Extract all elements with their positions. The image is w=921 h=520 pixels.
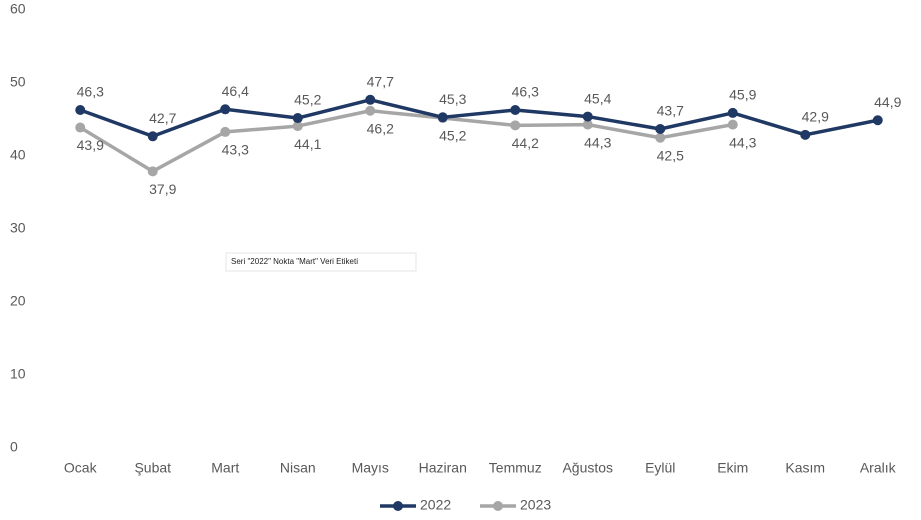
data-label: 44,2 [512, 135, 539, 151]
data-label: 44,3 [584, 134, 611, 150]
x-tick-label: Nisan [280, 460, 316, 476]
tooltip-text: Seri "2022" Nokta "Mart" Veri Etiketi [231, 257, 358, 266]
data-label: 45,4 [584, 90, 611, 106]
data-label: 42,5 [657, 147, 684, 163]
data-label: 44,9 [874, 94, 901, 110]
data-point [365, 94, 376, 105]
x-tick-label: Temmuz [489, 460, 542, 476]
data-label: 46,2 [367, 120, 394, 136]
data-point [292, 113, 303, 124]
data-point [655, 123, 666, 134]
data-label: 43,3 [222, 142, 249, 158]
y-tick-label: 10 [10, 366, 26, 382]
data-point [365, 105, 376, 116]
series-line [79, 108, 734, 174]
legend-marker [393, 501, 403, 511]
x-tick-label: Ocak [64, 460, 98, 476]
y-tick-label: 0 [10, 439, 18, 455]
data-label: 47,7 [367, 73, 394, 89]
legend-label: 2022 [420, 497, 451, 513]
x-tick-label: Şubat [134, 460, 171, 476]
data-label: 46,3 [77, 84, 104, 100]
y-tick-label: 40 [10, 147, 26, 163]
data-label: 43,9 [77, 137, 104, 153]
data-point [292, 121, 303, 132]
y-tick-label: 30 [10, 220, 26, 236]
data-point [220, 104, 231, 115]
data-label: 45,3 [439, 91, 466, 107]
data-point [510, 120, 521, 131]
tooltip: Seri "2022" Nokta "Mart" Veri Etiketi [225, 252, 417, 272]
data-label: 44,3 [729, 134, 756, 150]
data-point [147, 131, 158, 142]
data-label: 45,2 [294, 92, 321, 108]
data-point [727, 107, 738, 118]
tooltip-box [225, 252, 417, 272]
data-point [510, 105, 521, 116]
data-label: 43,7 [657, 103, 684, 119]
x-tick-label: Haziran [419, 460, 467, 476]
x-tick-label: Ekim [717, 460, 748, 476]
data-label: 42,9 [802, 109, 829, 125]
data-point [75, 122, 86, 133]
data-point [727, 119, 738, 130]
x-tick-label: Mayıs [352, 460, 389, 476]
data-point [582, 119, 593, 130]
x-tick-label: Mart [211, 460, 239, 476]
data-point [220, 126, 231, 137]
data-point [582, 111, 593, 122]
data-point [800, 129, 811, 140]
data-point [75, 105, 86, 116]
data-point [437, 112, 448, 123]
data-label: 44,1 [294, 136, 321, 152]
data-label: 46,4 [222, 83, 249, 99]
legend-marker [493, 501, 503, 511]
data-label: 42,7 [149, 110, 176, 126]
x-tick-label: Kasım [785, 460, 825, 476]
y-tick-label: 50 [10, 74, 26, 90]
y-tick-label: 20 [10, 293, 26, 309]
data-point [147, 166, 158, 177]
legend-label: 2023 [520, 497, 551, 513]
data-label: 37,9 [149, 181, 176, 197]
data-label: 45,2 [439, 128, 466, 144]
data-label: 46,3 [512, 84, 539, 100]
x-tick-label: Ağustos [562, 460, 613, 476]
x-tick-label: Eylül [645, 460, 675, 476]
x-tick-label: Aralık [860, 460, 897, 476]
data-point [872, 115, 883, 126]
data-point [655, 132, 666, 143]
data-label: 45,9 [729, 87, 756, 103]
series-line [79, 98, 879, 139]
y-tick-label: 60 [10, 1, 26, 17]
